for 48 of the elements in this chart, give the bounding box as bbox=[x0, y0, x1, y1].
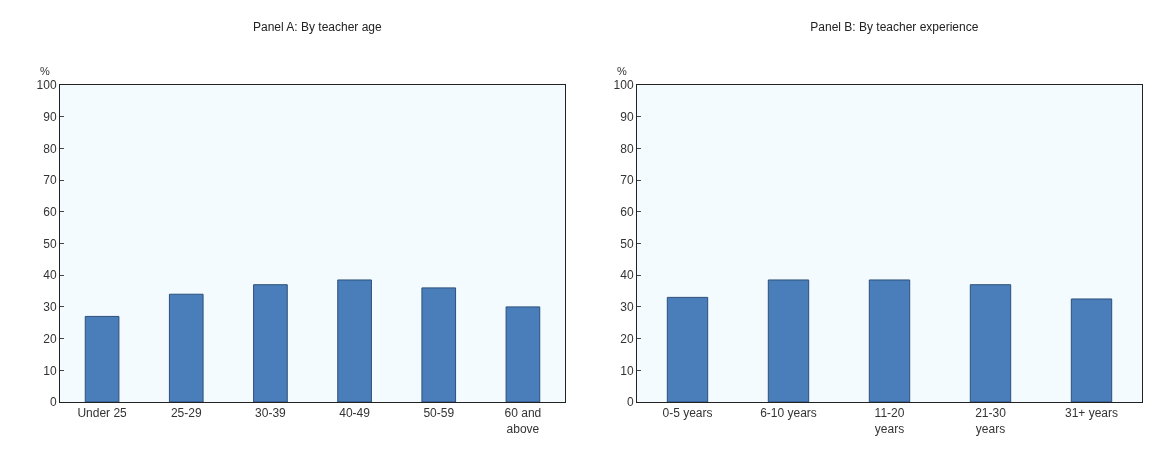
x-tick-label: 25-29 bbox=[170, 406, 202, 421]
y-tick-label: 60 bbox=[43, 205, 57, 219]
y-tick-label: 20 bbox=[43, 331, 57, 346]
bar bbox=[421, 287, 457, 402]
y-tick-label: 60 bbox=[620, 205, 634, 219]
y-axis-title: % bbox=[617, 65, 627, 77]
y-tick-label: 30 bbox=[43, 300, 57, 315]
x-tick-label: 11-20 years bbox=[874, 406, 905, 436]
bar bbox=[253, 284, 288, 402]
bar bbox=[969, 284, 1012, 402]
x-tick-label: 21-30 years bbox=[975, 406, 1007, 436]
chart-title: Panel A: By teacher age bbox=[252, 20, 383, 35]
y-axis-title: % bbox=[40, 65, 50, 77]
bar bbox=[168, 293, 204, 402]
y-tick-label: 80 bbox=[43, 141, 57, 156]
y-tick-label: 40 bbox=[620, 268, 634, 283]
y-tick-label: 100 bbox=[613, 78, 634, 93]
y-tick-label: 70 bbox=[43, 173, 57, 188]
y-tick-label: 100 bbox=[36, 78, 57, 93]
chart-title: Panel B: By teacher experience bbox=[810, 20, 979, 35]
x-tick-label: 6-10 years bbox=[760, 406, 817, 421]
bar bbox=[84, 315, 120, 402]
y-tick-label: 0 bbox=[626, 395, 634, 410]
bar bbox=[1070, 298, 1113, 402]
y-tick-label: 10 bbox=[43, 363, 57, 378]
y-tick-label: 10 bbox=[620, 363, 634, 378]
y-tick-label: 20 bbox=[620, 331, 634, 346]
x-tick-label: Under 25 bbox=[77, 406, 128, 421]
x-tick-label: 40-49 bbox=[339, 406, 371, 421]
y-tick-label: 30 bbox=[620, 300, 634, 315]
y-tick-label: 50 bbox=[620, 236, 634, 251]
y-tick-label: 70 bbox=[620, 173, 634, 188]
y-tick-label: 90 bbox=[620, 109, 634, 124]
y-tick-label: 90 bbox=[43, 109, 57, 124]
x-tick-label: 30-39 bbox=[255, 406, 287, 421]
y-tick-label: 40 bbox=[43, 268, 57, 283]
x-tick-label: 31+ years bbox=[1064, 406, 1119, 421]
bar bbox=[337, 279, 372, 402]
x-tick-label: 50-59 bbox=[423, 406, 455, 421]
bar bbox=[868, 279, 911, 402]
y-tick-label: 0 bbox=[49, 395, 57, 410]
y-tick-label: 80 bbox=[620, 141, 634, 156]
bar bbox=[767, 279, 810, 402]
y-tick-label: 50 bbox=[43, 236, 57, 251]
x-tick-label: 60 and above bbox=[504, 406, 542, 436]
bar bbox=[505, 306, 541, 402]
x-tick-label: 0-5 years bbox=[662, 406, 713, 421]
bar bbox=[666, 296, 709, 402]
